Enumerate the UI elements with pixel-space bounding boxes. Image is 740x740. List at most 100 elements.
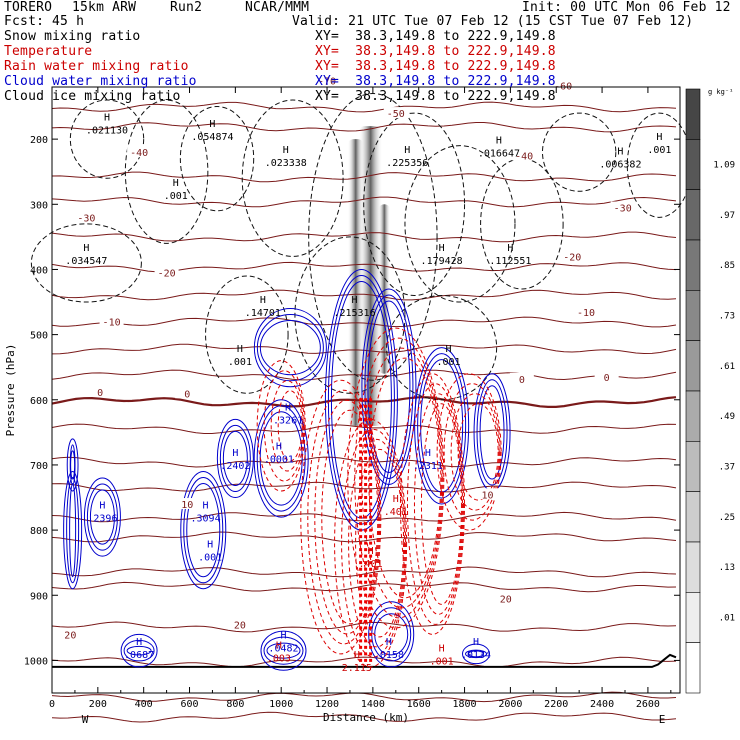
- cloud-water-contour: [368, 601, 415, 668]
- model-name: TORERO: [4, 0, 53, 15]
- y-tick-label: 900: [30, 591, 48, 602]
- cloud-water-contour: [367, 300, 411, 473]
- cloud-water-contour: [374, 613, 409, 656]
- y-tick-label: 500: [30, 331, 48, 342]
- ice-snow-contour: [205, 275, 289, 394]
- temperature-label: -10: [577, 308, 595, 319]
- rain-contour: [277, 390, 303, 462]
- maximum-value: .401: [359, 559, 383, 570]
- maximum-value: .001: [436, 357, 460, 368]
- rain-contour: [361, 347, 443, 609]
- cloud-water-contour: [260, 630, 307, 671]
- temperature-contour: [51, 566, 677, 578]
- temperature-label-bg: [475, 488, 500, 500]
- cloud-water-contour: [216, 418, 254, 499]
- init-time: Init: 00 UTC Mon 06 Feb 12: [522, 0, 731, 15]
- colorbar-level: .25: [719, 513, 735, 523]
- colorbar-swatch: [685, 642, 701, 694]
- rain-contour: [334, 418, 408, 668]
- rain-contour: [348, 438, 406, 648]
- maximum-value: .0134: [461, 650, 491, 661]
- rain-contour: [436, 373, 502, 531]
- resolution: 15km ARW: [72, 0, 137, 15]
- x-tick-label: 0: [49, 699, 55, 710]
- west-label: W: [82, 713, 89, 726]
- maximum-marker: H: [232, 448, 238, 459]
- maximum-value: .0482: [268, 644, 298, 655]
- temperature-label-bg: [493, 592, 518, 604]
- temperature-label: 0: [519, 375, 525, 386]
- rain-contour: [307, 389, 381, 645]
- rain-contour: [443, 383, 501, 521]
- maximum-marker: H: [354, 650, 360, 661]
- x-tick-label: 1400: [361, 699, 385, 710]
- east-label: E: [659, 713, 666, 726]
- maximum-value: .2396: [87, 513, 117, 524]
- maximum-marker: H: [496, 135, 502, 146]
- cloud-water-contour: [253, 308, 327, 388]
- maximum-value: 2.115: [342, 663, 372, 674]
- temperature-label-bg: [383, 107, 408, 119]
- rain-contour: [355, 448, 405, 638]
- maximum-marker: H: [285, 403, 291, 414]
- temperature-contour: [51, 531, 677, 543]
- y-tick-label: 800: [30, 526, 48, 537]
- rain-contour: [270, 380, 304, 472]
- axes: 0 200 400 600 800 1000 1200 1400 1600 1800 2000 220…: [4, 86, 681, 726]
- maximum-value: .2402: [220, 461, 250, 472]
- x-tick-label: 400: [135, 699, 153, 710]
- maximum-marker: H: [237, 344, 243, 355]
- x-tick-label: 1600: [407, 699, 431, 710]
- ice-snow-contour: [69, 99, 145, 179]
- colorbar-swatch: [685, 189, 701, 241]
- y-tick-label: 600: [30, 396, 48, 407]
- temperature-label-bg: [175, 387, 200, 399]
- temperature-contour: [51, 621, 677, 633]
- y-tick-label: 1000: [24, 656, 48, 667]
- ice-snow-contour: [124, 99, 209, 244]
- x-tick-label: 1200: [315, 699, 339, 710]
- temperature-contour: [51, 171, 677, 183]
- cloud-water-contour: [126, 645, 152, 656]
- maximum-value: .001: [198, 552, 222, 563]
- maximum-value: .016647: [478, 148, 520, 159]
- cloud-water-contour: [414, 347, 470, 505]
- cloud-water-contour: [89, 489, 115, 545]
- maximum-marker: H: [283, 145, 289, 156]
- temperature-label: -20: [158, 269, 176, 280]
- maximum-marker: H: [276, 442, 282, 453]
- colorbar-swatch: [685, 541, 701, 593]
- ice-snow-contour: [404, 145, 516, 303]
- temperature-label: -30: [77, 213, 95, 224]
- temperature-label-bg: [509, 372, 534, 384]
- ice-snow-contour: [541, 112, 617, 192]
- maximum-value: .001: [228, 357, 252, 368]
- maximum-marker: H: [104, 113, 110, 124]
- rain-contour: [341, 428, 407, 658]
- forecast-label: Fcst:: [4, 14, 45, 29]
- maximum-value: .3094: [191, 513, 221, 524]
- maximum-marker: H: [617, 146, 623, 157]
- temperature-contour: [51, 581, 677, 593]
- temperature-label-bg: [127, 146, 152, 158]
- xy-cloud-water: XY= 38.3,149.8 to 222.9,149.8: [315, 74, 556, 89]
- ice-snow-contour: [179, 106, 255, 212]
- maximum-marker: H: [393, 494, 399, 505]
- xy-temperature: XY= 38.3,149.8 to 222.9,149.8: [315, 44, 556, 59]
- cloud-water-contour: [63, 470, 83, 590]
- colorbar-level: .61: [719, 362, 735, 372]
- cloud-water-contour: [479, 385, 505, 480]
- x-tick-label: 2000: [498, 699, 522, 710]
- cloud-water-contour: [263, 636, 304, 665]
- rain-contour: [457, 403, 499, 501]
- colorbar-level: .13: [719, 563, 735, 573]
- maximum-marker: H: [209, 119, 215, 130]
- x-tick-label: 200: [89, 699, 107, 710]
- maximum-marker: H: [439, 644, 445, 655]
- maximum-marker: H: [136, 637, 142, 648]
- maximum-value: .001: [647, 145, 671, 156]
- maximum-marker: H: [203, 500, 209, 511]
- colorbar-swatch: [685, 390, 701, 442]
- maximum-marker: H: [473, 637, 479, 648]
- field-cloud-ice: Cloud ice mixing ratio: [4, 89, 181, 104]
